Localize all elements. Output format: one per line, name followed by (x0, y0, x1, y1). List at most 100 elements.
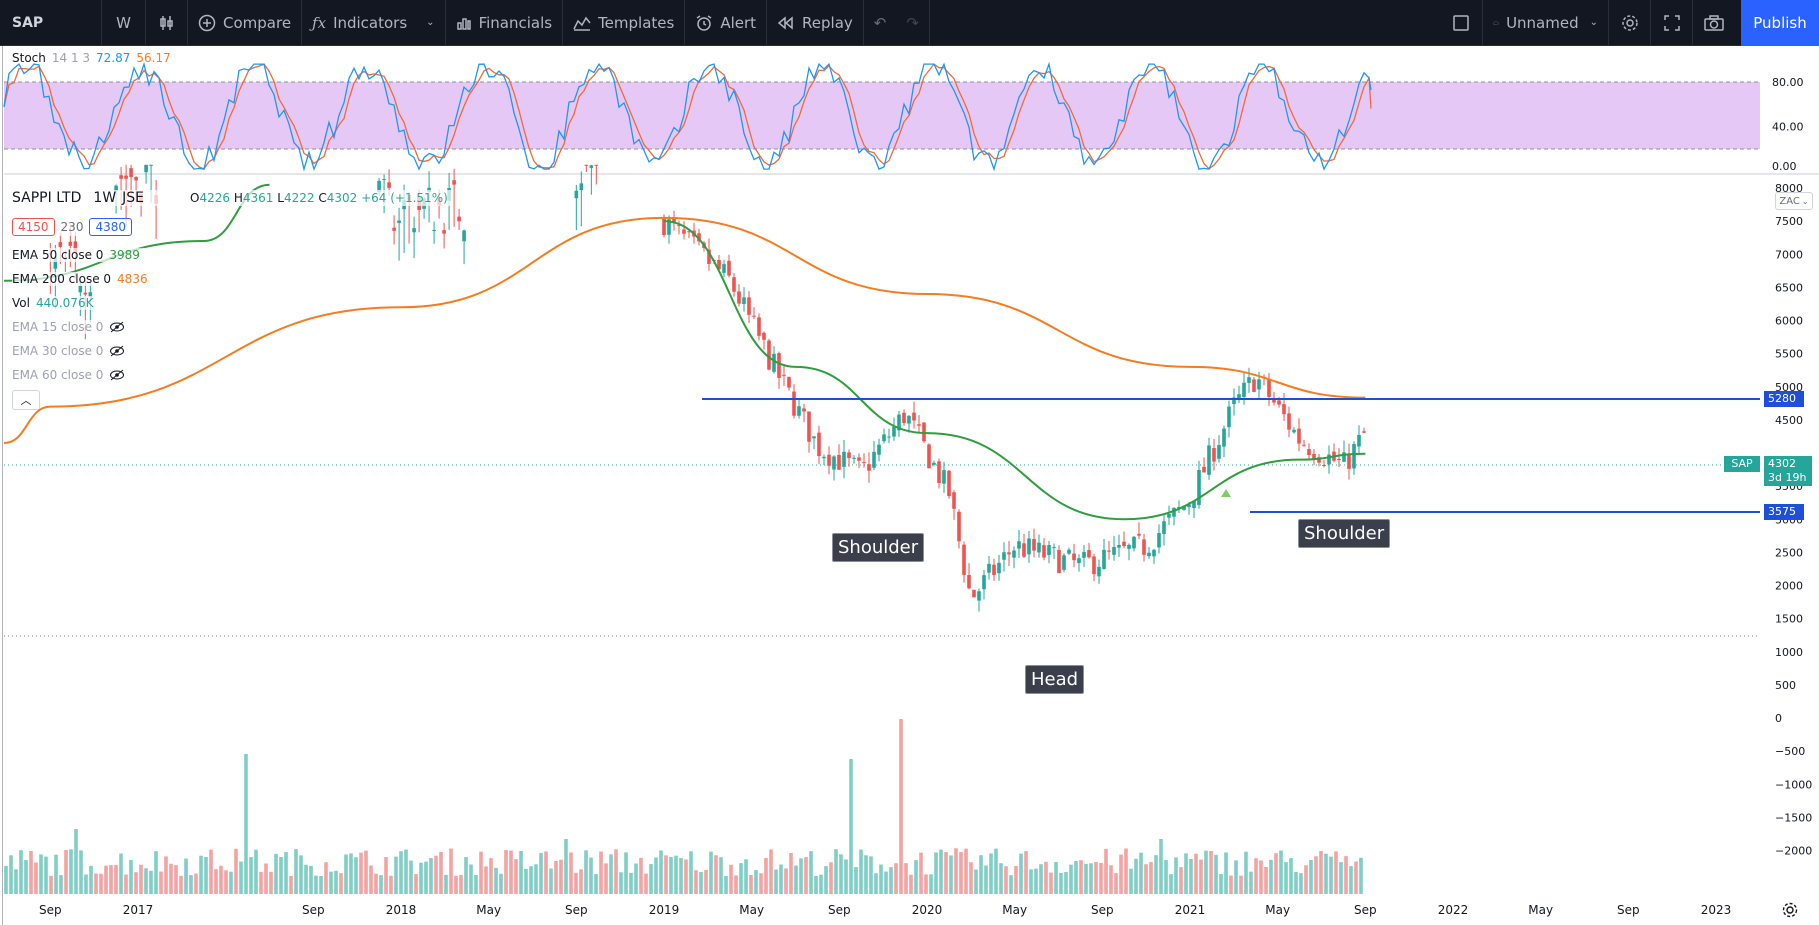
eye-crossed-icon[interactable] (109, 345, 125, 357)
candle-body (682, 229, 686, 234)
volume-legend[interactable]: Vol 440.076K (12, 296, 98, 310)
left-shoulder-label[interactable]: Shoulder (832, 533, 925, 562)
volume-bar (589, 857, 593, 894)
candle-body (1057, 550, 1061, 574)
volume-bar (1144, 864, 1148, 894)
volume-bar (259, 871, 263, 894)
symbol-legend: SAPPI LTD 1W JSE O4226 H4361 L4222 C4302… (12, 190, 452, 206)
volume-bar (704, 869, 708, 894)
volume-bar (879, 864, 883, 894)
candle-body (1237, 394, 1241, 400)
legend-interval: 1W (93, 190, 117, 206)
volume-bar (719, 857, 723, 894)
volume-bar (804, 857, 808, 894)
volume-bar (529, 866, 533, 894)
volume-bar (799, 858, 803, 894)
financials-button[interactable]: Financials (446, 0, 564, 46)
bid-box[interactable]: 4150 (12, 218, 55, 236)
ema50-legend[interactable]: EMA 50 close 0 3989 (12, 248, 144, 262)
volume-bar (299, 855, 303, 894)
volume-bar (139, 864, 143, 894)
volume-bar (289, 875, 293, 894)
candle-body (797, 406, 801, 416)
candle-body (1147, 552, 1151, 557)
eye-crossed-icon[interactable] (109, 321, 125, 333)
gear-icon (1621, 14, 1638, 31)
ema200-legend[interactable]: EMA 200 close 0 4836 (12, 272, 152, 286)
fullscreen-button[interactable] (1651, 0, 1693, 46)
candle-body (832, 456, 836, 470)
symbol-search-button[interactable]: SAP (0, 0, 102, 46)
candle-body (73, 241, 78, 253)
square-layout-icon (1452, 14, 1469, 31)
volume-bar (114, 864, 118, 894)
price-axis[interactable]: 80.00 40.00 0.00 8000 7500 7000 6500 6000 5500 50… (1772, 76, 1812, 858)
volume-bar (1304, 865, 1308, 894)
collapse-legend-button[interactable]: ︿ (12, 390, 40, 410)
volume-bar (854, 867, 858, 894)
layout-name-button[interactable]: Unnamed ⌄ (1483, 0, 1609, 46)
stoch-axis-label: 80.00 (1772, 76, 1804, 89)
ema30-legend[interactable]: EMA 30 close 0 (12, 344, 130, 358)
volume-bar (229, 871, 233, 894)
chart-area[interactable]: 80.00 40.00 0.00 8000 7500 7000 6500 6000 5500 50… (0, 46, 1819, 925)
volume-bar (1114, 873, 1118, 894)
candle-body (742, 297, 746, 304)
templates-button[interactable]: Templates (563, 0, 686, 46)
volume-value: 440.076K (35, 296, 94, 310)
compare-button[interactable]: Compare (188, 0, 303, 46)
spread-value: 230 (60, 220, 84, 234)
volume-bar (1019, 853, 1023, 894)
indicators-button[interactable]: ƒx Indicators ⌄ (302, 0, 446, 46)
candle-body (412, 228, 416, 233)
volume-bar (1069, 864, 1073, 894)
right-shoulder-label[interactable]: Shoulder (1298, 519, 1391, 548)
publish-button[interactable]: Publish (1741, 0, 1819, 46)
gear-icon[interactable] (1781, 901, 1799, 919)
volume-bar (654, 857, 658, 894)
price-axis-label: 500 (1775, 679, 1796, 692)
chart-style-button[interactable] (146, 0, 188, 46)
candle-body (1007, 552, 1011, 555)
eye-crossed-icon[interactable] (109, 369, 125, 381)
volume-bar (1204, 850, 1208, 894)
layout-toggle-button[interactable] (1439, 0, 1483, 46)
interval-button[interactable]: W (102, 0, 146, 46)
candle-body (932, 462, 936, 465)
volume-bar (919, 852, 923, 894)
volume-bar (234, 848, 238, 894)
price-axis-label: 2000 (1775, 580, 1803, 593)
time-axis-label: 2022 (1438, 903, 1469, 917)
volume-bar (614, 849, 618, 894)
volume-bar (679, 858, 683, 894)
candle-body (952, 492, 956, 509)
bar-chart-icon (456, 17, 471, 30)
ask-box[interactable]: 4380 (89, 218, 132, 236)
undo-button[interactable]: ↶ (864, 0, 897, 46)
volume-bar (459, 874, 463, 894)
settings-button[interactable] (1609, 0, 1651, 46)
volume-bar (809, 851, 813, 894)
head-label[interactable]: Head (1025, 665, 1085, 694)
volume-bar (884, 871, 888, 894)
chart-canvas[interactable]: 80.00 40.00 0.00 8000 7500 7000 6500 6000 5500 50… (0, 46, 1819, 925)
time-axis-label: 2017 (123, 903, 154, 917)
candle-body (1307, 449, 1311, 456)
time-axis[interactable]: Sep 2017 Sep 2018 May Sep 2019 May Sep 2020 May Sep… (39, 903, 1731, 917)
volume-bar (179, 875, 183, 894)
replay-button[interactable]: Replay (767, 0, 864, 46)
currency-selector[interactable]: ZAC ⌄ (1775, 192, 1813, 210)
ema15-legend[interactable]: EMA 15 close 0 (12, 320, 130, 334)
volume-bar (1174, 857, 1178, 894)
top-toolbar: SAP W Compare ƒx Indicators ⌄ Financials… (0, 0, 1819, 46)
snapshot-button[interactable] (1693, 0, 1735, 46)
volume-bar (674, 855, 678, 894)
candle-body (1167, 514, 1171, 518)
ema15-label: EMA 15 close 0 (12, 320, 104, 334)
candle-body (662, 217, 666, 236)
volume-bar (449, 848, 453, 894)
redo-button[interactable]: ↷ (896, 0, 930, 46)
alert-button[interactable]: Alert (685, 0, 768, 46)
ema60-legend[interactable]: EMA 60 close 0 (12, 368, 130, 382)
candle-body (857, 457, 861, 461)
